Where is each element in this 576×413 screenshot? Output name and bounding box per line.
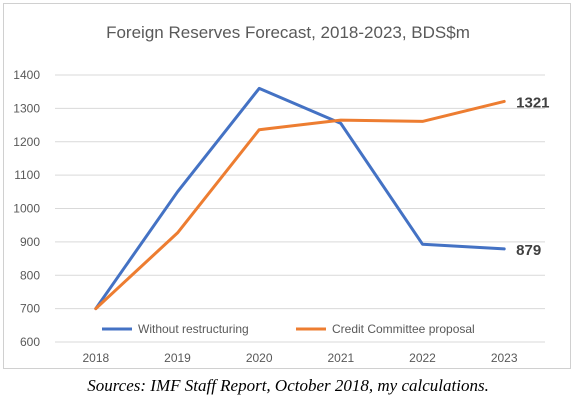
y-tick-label: 1200 — [13, 135, 40, 149]
series-line-without-restructuring — [94, 86, 506, 311]
x-tick-label: 2021 — [327, 351, 354, 365]
y-tick-label: 900 — [20, 235, 40, 249]
y-tick-label: 800 — [20, 268, 40, 282]
x-tick-label: 2020 — [246, 351, 273, 365]
legend-label: Credit Committee proposal — [332, 322, 475, 336]
y-tick-label: 600 — [20, 335, 40, 349]
y-tick-label: 1400 — [13, 68, 40, 82]
source-note: Sources: IMF Staff Report, October 2018,… — [87, 376, 489, 395]
chart-title: Foreign Reserves Forecast, 2018-2023, BD… — [106, 23, 470, 42]
series-line-credit-committee — [94, 99, 506, 311]
legend-label: Without restructuring — [138, 322, 249, 336]
y-tick-label: 1100 — [14, 168, 40, 182]
x-tick-label: 2023 — [491, 351, 518, 365]
x-tick-label: 2018 — [82, 351, 109, 365]
x-tick-label: 2019 — [164, 351, 191, 365]
y-tick-label: 1300 — [13, 101, 40, 115]
y-tick-label: 700 — [20, 302, 40, 316]
end-value-label: 879 — [516, 242, 541, 259]
x-tick-label: 2022 — [409, 351, 436, 365]
end-value-label: 1321 — [516, 94, 549, 111]
line-chart: Foreign Reserves Forecast, 2018-2023, BD… — [13, 23, 549, 365]
y-tick-label: 1000 — [13, 202, 40, 216]
